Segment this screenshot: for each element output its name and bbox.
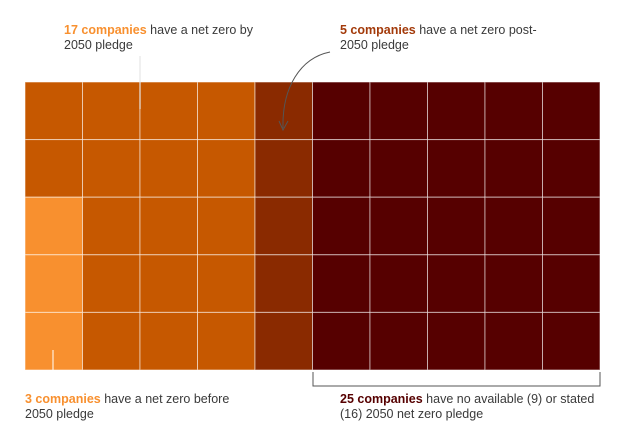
waffle-cell-post-2050 xyxy=(254,196,313,256)
waffle-cell-none xyxy=(542,139,601,198)
waffle-cell-none xyxy=(369,254,428,313)
waffle-cell-none xyxy=(312,139,371,198)
waffle-cell-before-2050 xyxy=(24,311,83,371)
waffle-cell-none xyxy=(312,81,371,141)
waffle-cell-by-2050 xyxy=(82,254,141,313)
annotation-by-2050-highlight: 17 companies xyxy=(64,23,147,37)
waffle-cell-none xyxy=(427,81,486,141)
annotation-by-2050: 17 companies have a net zero by 2050 ple… xyxy=(64,23,264,53)
waffle-cell-by-2050 xyxy=(139,139,198,198)
waffle-cell-by-2050 xyxy=(197,81,256,141)
waffle-cell-none xyxy=(427,311,486,371)
waffle-cell-none xyxy=(484,81,543,141)
waffle-cell-by-2050 xyxy=(82,196,141,256)
waffle-cell-none xyxy=(427,196,486,256)
waffle-cell-by-2050 xyxy=(197,254,256,313)
annotation-before-2050-highlight: 3 companies xyxy=(25,392,101,406)
waffle-cell-none xyxy=(312,254,371,313)
annotation-post-2050-highlight: 5 companies xyxy=(340,23,416,37)
waffle-cell-none xyxy=(484,196,543,256)
waffle-cell-none xyxy=(542,311,601,371)
waffle-cell-by-2050 xyxy=(197,139,256,198)
annotation-by-2050-text: have a net zero by 2050 pledge xyxy=(64,23,254,52)
waffle-cell-by-2050 xyxy=(197,311,256,371)
waffle-cell-by-2050 xyxy=(139,311,198,371)
waffle-cell-post-2050 xyxy=(254,254,313,313)
annotation-post-2050-text: have a net zero post-2050 pledge xyxy=(340,23,537,52)
waffle-cell-none xyxy=(369,196,428,256)
waffle-cell-by-2050 xyxy=(139,254,198,313)
waffle-cell-none xyxy=(427,254,486,313)
waffle-cell-by-2050 xyxy=(139,196,198,256)
annotation-before-2050: 3 companies have a net zero before 2050 … xyxy=(25,392,245,422)
waffle-cell-by-2050 xyxy=(24,139,83,198)
annotation-post-2050: 5 companies have a net zero post-2050 pl… xyxy=(340,23,560,53)
waffle-cell-post-2050 xyxy=(254,139,313,198)
waffle-cell-none xyxy=(542,254,601,313)
waffle-cell-by-2050 xyxy=(24,81,83,141)
waffle-cell-none xyxy=(542,196,601,256)
waffle-cell-none xyxy=(312,196,371,256)
waffle-cell-before-2050 xyxy=(24,196,83,256)
waffle-cell-none xyxy=(312,311,371,371)
waffle-cell-none xyxy=(484,254,543,313)
waffle-cell-by-2050 xyxy=(82,139,141,198)
waffle-cell-none xyxy=(484,311,543,371)
waffle-cell-none xyxy=(484,139,543,198)
waffle-cell-post-2050 xyxy=(254,311,313,371)
waffle-cell-none xyxy=(369,81,428,141)
waffle-cell-none xyxy=(542,81,601,141)
waffle-cell-none xyxy=(427,139,486,198)
annotation-none: 25 companies have no available (9) or st… xyxy=(340,392,610,422)
annotation-before-2050-text: have a net zero before 2050 pledge xyxy=(25,392,230,421)
annotation-none-text: have no available (9) or stated (16) 205… xyxy=(340,392,595,421)
annotation-none-highlight: 25 companies xyxy=(340,392,423,406)
waffle-cell-by-2050 xyxy=(82,81,141,141)
waffle-cell-before-2050 xyxy=(24,254,83,313)
waffle-cell-none xyxy=(369,139,428,198)
waffle-cell-none xyxy=(369,311,428,371)
waffle-cell-by-2050 xyxy=(139,81,198,141)
waffle-cell-post-2050 xyxy=(254,81,313,141)
waffle-cell-by-2050 xyxy=(82,311,141,371)
waffle-cell-by-2050 xyxy=(197,196,256,256)
